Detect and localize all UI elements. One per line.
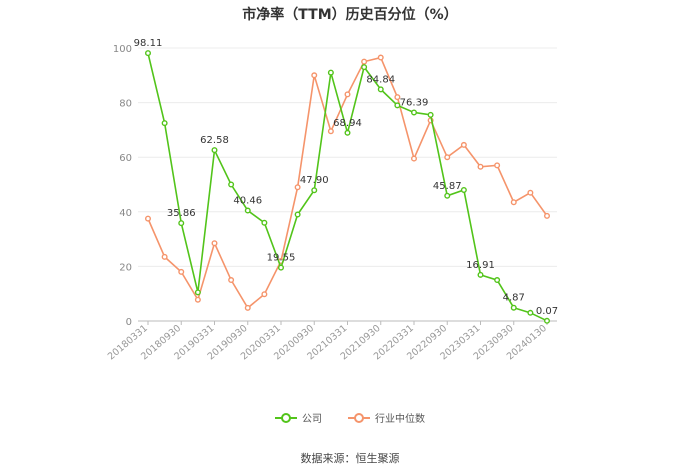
industry-point — [411, 155, 418, 162]
legend-company-label: 公司 — [302, 414, 322, 425]
series-company — [144, 50, 551, 324]
data-label: 76.39 — [400, 97, 429, 108]
company-point — [444, 192, 451, 199]
data-label: 84.84 — [366, 74, 395, 85]
company-point — [144, 50, 151, 57]
series-industry — [144, 54, 551, 311]
data-label: 68.94 — [333, 118, 362, 129]
company-point — [544, 317, 551, 324]
legend-item-company[interactable]: 公司 — [275, 410, 322, 425]
industry-point — [161, 253, 168, 260]
data-label: 98.11 — [134, 38, 163, 49]
industry-point — [510, 199, 517, 206]
y-tick-label: 0 — [126, 317, 132, 328]
data-label: 47.90 — [300, 175, 329, 186]
company-point — [261, 219, 268, 226]
industry-point — [460, 141, 467, 148]
data-label: 16.91 — [466, 260, 495, 271]
data-source: 数据来源：恒生聚源 — [300, 452, 400, 465]
company-point — [244, 207, 251, 214]
y-tick-label: 40 — [119, 208, 132, 219]
data-label: 4.87 — [503, 293, 525, 304]
legend-item-industry[interactable]: 行业中位数 — [348, 410, 425, 425]
data-label: 45.87 — [433, 181, 462, 192]
industry-point — [527, 189, 534, 196]
industry-point — [544, 212, 551, 219]
industry-point — [494, 162, 501, 169]
company-point — [494, 277, 501, 284]
industry-point — [394, 94, 401, 101]
y-tick-label: 20 — [119, 262, 132, 273]
data-label: 40.46 — [233, 196, 262, 207]
industry-point — [178, 268, 185, 275]
industry-point — [477, 163, 484, 170]
company-point — [278, 264, 285, 271]
company-point — [477, 271, 484, 278]
industry-point — [228, 277, 235, 284]
company-point — [427, 111, 434, 118]
company-point — [411, 109, 418, 116]
chart-title: 市净率（TTM）历史百分位（%） — [242, 7, 458, 23]
company-point — [527, 309, 534, 316]
company-point — [361, 64, 368, 71]
company-point — [178, 220, 185, 227]
company-point — [460, 186, 467, 193]
y-tick-label: 80 — [119, 99, 132, 110]
company-point — [228, 181, 235, 188]
y-tick-label: 60 — [119, 153, 132, 164]
industry-point — [327, 128, 334, 135]
legend: 公司 行业中位数 — [0, 410, 700, 425]
x-axis: 2018033120180930201903312019093020200331… — [106, 321, 549, 362]
company-point — [311, 187, 318, 194]
company-point — [211, 147, 218, 154]
legend-company-marker — [275, 412, 297, 423]
industry-point — [344, 91, 351, 98]
legend-industry-label: 行业中位数 — [375, 414, 425, 425]
company-point — [294, 211, 301, 218]
data-label: 0.07 — [536, 306, 558, 317]
data-label: 62.58 — [200, 135, 229, 146]
data-label: 19.55 — [267, 253, 296, 264]
data-label: 35.86 — [167, 208, 196, 219]
industry-point — [311, 72, 318, 79]
industry-point — [377, 54, 384, 61]
company-point — [161, 120, 168, 127]
y-axis: 0 20 40 60 80 100 — [113, 44, 132, 328]
company-point — [327, 69, 334, 76]
legend-industry-marker — [348, 412, 370, 423]
company-point — [377, 86, 384, 93]
company-point — [344, 129, 351, 136]
industry-point — [144, 215, 151, 222]
industry-point — [294, 184, 301, 191]
data-labels: 98.11 35.86 62.58 40.46 19.55 47.90 68.94 84.84… — [134, 38, 558, 317]
chart-plot: 0 20 40 60 80 100 201803312018093020190331201… — [106, 38, 558, 362]
industry-point — [244, 304, 251, 311]
company-point — [394, 102, 401, 109]
industry-point — [194, 296, 201, 303]
company-point — [194, 289, 201, 296]
industry-point — [361, 58, 368, 65]
industry-point — [211, 240, 218, 247]
company-point — [510, 304, 517, 311]
industry-point — [261, 291, 268, 298]
industry-point — [444, 154, 451, 161]
y-tick-label: 100 — [113, 44, 132, 55]
